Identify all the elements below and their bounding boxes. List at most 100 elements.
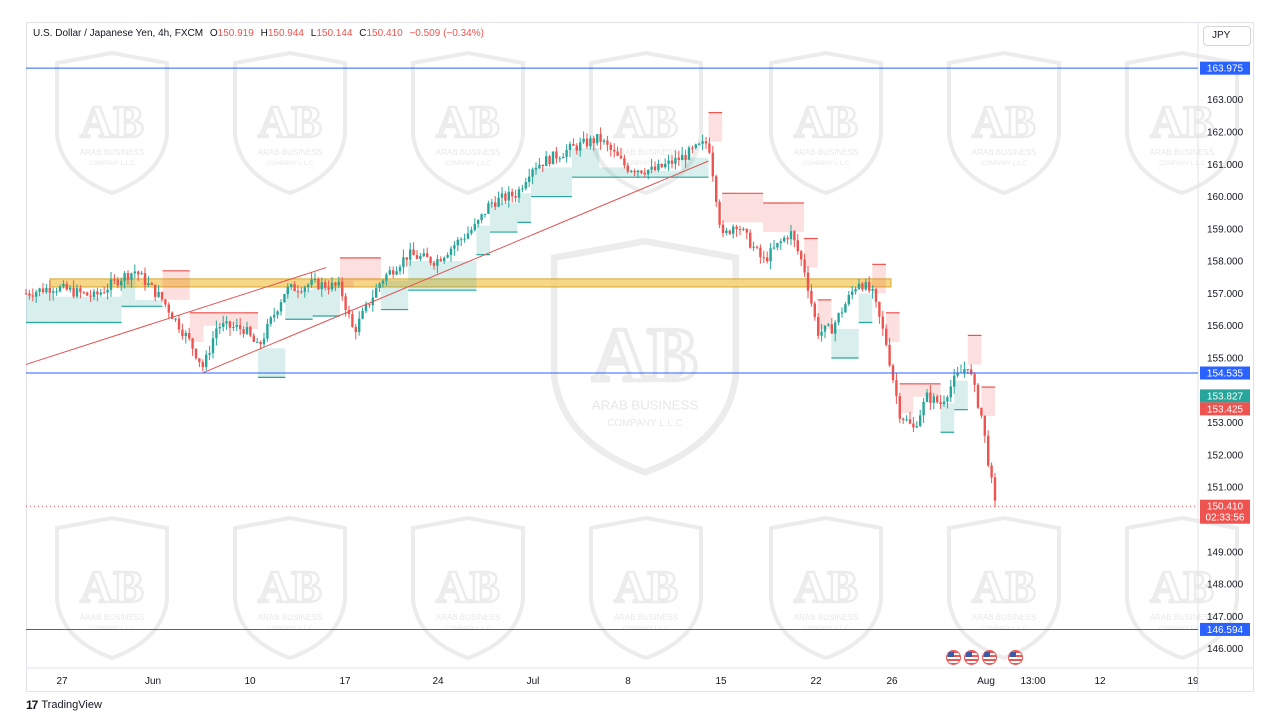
candle-body xyxy=(708,143,711,153)
watermark-letters: AB xyxy=(1150,96,1214,147)
candle-body xyxy=(429,257,432,263)
indicator-band-segment xyxy=(681,157,709,178)
watermark-letters: AB xyxy=(80,96,144,147)
us-flag-icon[interactable] xyxy=(946,650,961,665)
y-tick-label: 146.000 xyxy=(1207,644,1244,655)
candle-body xyxy=(538,164,541,169)
candle-body xyxy=(143,273,147,286)
candle-body xyxy=(657,163,660,171)
tradingview-brand[interactable]: 17 TradingView xyxy=(26,698,102,712)
x-tick-label: Jun xyxy=(145,676,161,687)
candle-body xyxy=(215,328,218,339)
candle-body xyxy=(62,283,65,287)
candle-body xyxy=(398,267,402,272)
candle-body xyxy=(514,196,517,198)
y-tick-label: 155.000 xyxy=(1207,354,1244,365)
candle-body xyxy=(755,246,759,248)
watermark-letters: AB xyxy=(436,96,500,147)
candle-body xyxy=(517,189,521,198)
candle-body xyxy=(395,271,398,275)
candle-body xyxy=(698,143,701,145)
economic-events[interactable] xyxy=(946,650,1023,665)
candle-body xyxy=(749,232,752,248)
candle-body xyxy=(133,271,136,274)
candle-body xyxy=(65,283,68,290)
watermark-letters: AB xyxy=(794,561,858,612)
candle-body xyxy=(150,283,153,285)
chart-frame[interactable] xyxy=(26,22,1254,692)
candle-body xyxy=(208,353,211,355)
indicator-price-badge[interactable] xyxy=(1200,402,1250,416)
us-flag-icon[interactable] xyxy=(1008,650,1023,665)
watermark-letters: AB xyxy=(436,561,500,612)
watermark-line1: ARAB BUSINESS xyxy=(258,613,322,622)
candle-body xyxy=(293,284,296,292)
candle-body xyxy=(589,138,592,147)
trendline[interactable] xyxy=(203,160,709,373)
candle-body xyxy=(681,154,684,161)
candle-body xyxy=(908,419,912,424)
indicator-band-segment xyxy=(53,296,95,323)
current-price-badge[interactable] xyxy=(1200,499,1250,524)
candle-body xyxy=(487,203,490,214)
trendline[interactable] xyxy=(25,267,327,365)
currency-selector[interactable]: JPY xyxy=(1203,26,1251,46)
candle-body xyxy=(728,230,731,234)
candle-body xyxy=(504,193,507,201)
candle-body xyxy=(660,163,663,168)
candle-body xyxy=(844,304,847,313)
symbol-title: U.S. Dollar / Japanese Yen, 4h, FXCM xyxy=(33,28,204,39)
watermark-line2: COMPANY L.L.C xyxy=(89,161,135,167)
candle-body xyxy=(776,243,779,248)
candle-body xyxy=(976,384,980,408)
candle-body xyxy=(806,272,810,291)
x-tick-label: 15 xyxy=(715,676,727,687)
candle-body xyxy=(630,170,633,172)
candle-body xyxy=(555,151,558,159)
indicator-band-segment xyxy=(954,380,968,410)
candle-body xyxy=(854,288,857,292)
candle-body xyxy=(354,326,357,333)
candle-body xyxy=(239,325,242,330)
candle-body xyxy=(840,312,844,314)
candle-body xyxy=(779,241,782,244)
watermark-line2: COMPANY L.L.C xyxy=(607,418,682,429)
candle-body xyxy=(174,318,177,320)
indicator-band-segment xyxy=(244,312,259,329)
candle-body xyxy=(147,283,150,286)
candle-body xyxy=(878,301,881,317)
candle-body xyxy=(766,257,769,262)
y-tick-label: 156.000 xyxy=(1207,321,1244,332)
candle-body xyxy=(378,283,381,289)
candle-body xyxy=(436,259,439,266)
candle-body xyxy=(857,283,861,289)
candle-body xyxy=(677,157,680,161)
x-tick-label: 26 xyxy=(886,676,898,687)
candle-body xyxy=(636,170,640,173)
indicator-bands xyxy=(26,111,996,433)
candle-body xyxy=(490,202,493,204)
us-flag-icon[interactable] xyxy=(964,650,979,665)
candle-body xyxy=(72,287,75,297)
level-price-badge[interactable] xyxy=(1200,366,1250,380)
candle-body xyxy=(225,321,228,324)
candle-body xyxy=(222,323,225,327)
close-value: 150.410 xyxy=(366,28,403,39)
level-price-badge[interactable] xyxy=(1200,61,1250,75)
indicator-price-badge-label: 153.827 xyxy=(1207,391,1244,402)
us-flag-icon[interactable] xyxy=(982,650,997,665)
candle-body xyxy=(667,160,670,164)
watermark-letters: AB xyxy=(614,561,678,612)
indicator-price-badge[interactable] xyxy=(1200,389,1250,403)
candle-body xyxy=(609,144,612,150)
candle-body xyxy=(300,291,303,293)
candle-body xyxy=(443,257,446,262)
low-value: 150.144 xyxy=(316,28,353,39)
candle-body xyxy=(837,313,840,323)
level-price-badge[interactable] xyxy=(1200,622,1250,636)
candle-body xyxy=(881,316,884,329)
candle-body xyxy=(885,328,888,345)
